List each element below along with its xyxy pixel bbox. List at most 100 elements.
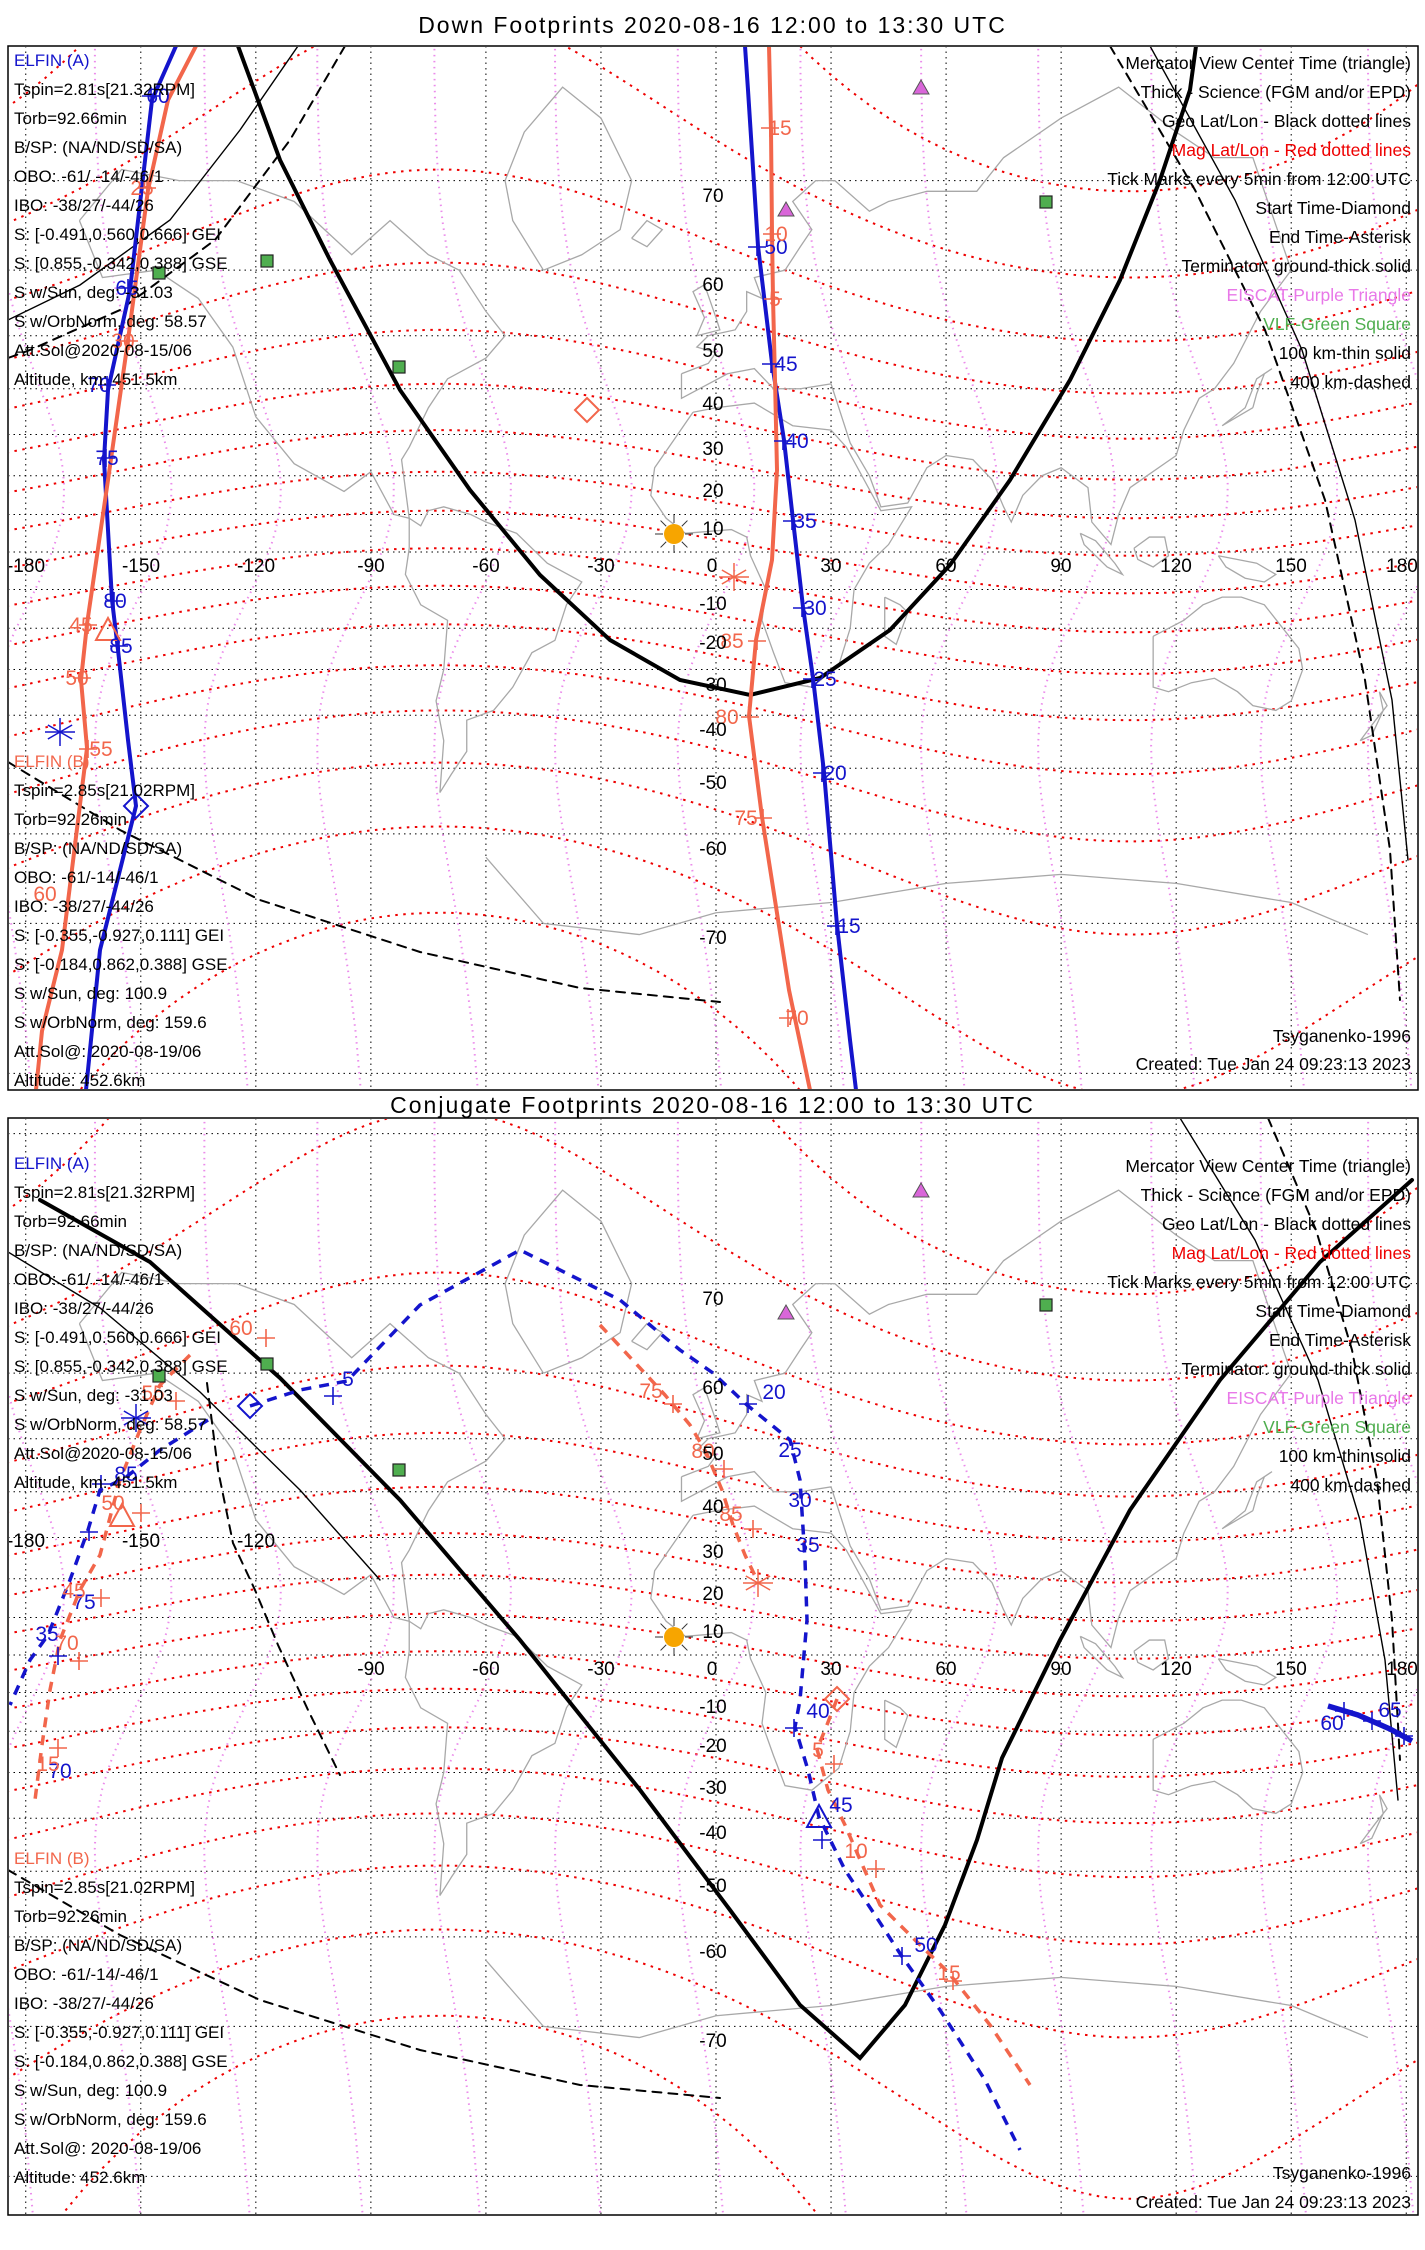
time-tick	[748, 632, 766, 650]
time-tick	[741, 708, 759, 726]
track-minute-label: 75	[639, 1380, 662, 1403]
mag-parallel	[9, 1119, 1417, 1382]
track-minute-label: 5	[812, 1739, 824, 1762]
lon-axis-label: -30	[587, 1659, 614, 1680]
lat-axis-label: 50	[702, 341, 723, 362]
mag-parallel	[9, 382, 1417, 481]
track-minute-label: 70	[55, 1632, 78, 1655]
vlf-square-icon	[260, 1357, 274, 1371]
spacecraft-a-params-line: ELFIN (A)	[14, 1154, 90, 1173]
lat-axis-label: -30	[699, 1778, 726, 1799]
lat-axis-label: 30	[702, 439, 723, 460]
time-tick	[1335, 1702, 1353, 1720]
spacecraft-b-params-line: S w/Sun, deg: 100.9	[14, 984, 168, 1003]
lon-axis-label: 0	[707, 556, 718, 577]
track-minute-label: 80	[103, 590, 126, 613]
lon-axis-label: 30	[820, 1659, 841, 1680]
coastline	[1221, 368, 1273, 427]
legend-line: Tick Marks every 5min from 12:00 UTC	[1107, 169, 1411, 189]
elfin-b-conjugate-north	[598, 1323, 760, 1583]
vlf-square-icon	[392, 360, 406, 374]
track-minute-label: 50	[914, 1934, 937, 1957]
time-tick	[92, 1589, 110, 1607]
panel-title-down: Down Footprints 2020-08-16 12:00 to 13:3…	[418, 12, 1007, 38]
track-minute-label: 40	[806, 1700, 829, 1723]
track-minute-label: 65	[1378, 1699, 1401, 1722]
track-minute-label: 15	[837, 915, 860, 938]
lon-axis-label: 30	[820, 556, 841, 577]
mag-parallel	[9, 509, 1417, 595]
mag-parallel	[61, 2014, 819, 2214]
center-time-triangle-icon	[94, 615, 122, 641]
coastline	[1152, 1699, 1304, 1815]
mag-parallel	[9, 1485, 1417, 1584]
mag-parallel	[9, 664, 1417, 776]
track-minute-label: 50	[101, 1492, 124, 1515]
track-minute-label: 85	[720, 630, 743, 653]
lon-axis-label: 180	[1386, 1659, 1418, 1680]
mag-parallel	[79, 911, 801, 1089]
elfin-b-footprint-east	[747, 47, 812, 1089]
spacecraft-a-params-line: IBO: -38/27/-44/26	[14, 196, 154, 215]
mag-parallel	[9, 1364, 1417, 1498]
lon-axis-label: -150	[122, 1531, 160, 1552]
vlf-square-icon	[260, 254, 274, 268]
track-minute-label: 50	[764, 236, 787, 259]
terminator-100km	[1179, 1119, 1399, 1801]
terminator-400km	[206, 1382, 341, 1776]
legend-line: Thick - Science (FGM and/or EPD)	[1140, 82, 1411, 102]
terminator-400km	[9, 47, 346, 359]
track-minute-label: 15	[36, 1753, 59, 1776]
elfin-a-conjugate-west	[9, 1418, 209, 1706]
spacecraft-a-params-line: S w/Sun, deg: -31.03	[14, 283, 173, 302]
lon-axis-label: 120	[1160, 556, 1192, 577]
coastline	[1079, 532, 1125, 577]
spacecraft-b-params-line: S w/OrbNorm, deg: 159.6	[14, 2110, 207, 2129]
lon-axis-label: 60	[935, 556, 956, 577]
track-minute-label: 55	[141, 1382, 164, 1405]
spacecraft-b-params-line: B/SP: (NA/ND/SD/SA)	[14, 839, 183, 858]
lat-axis-label: -50	[699, 773, 726, 794]
track-minute-label: 80	[691, 1440, 714, 1463]
time-tick	[49, 1647, 67, 1665]
legend-line: 100 km-thin solid	[1278, 1446, 1411, 1466]
time-tick	[79, 616, 97, 634]
spacecraft-a-params-line: OBO: -61/ -14/-46/1	[14, 1270, 164, 1289]
track-minute-label: 85	[109, 635, 132, 658]
mag-parallel	[9, 328, 1417, 440]
vlf-square-icon	[152, 266, 166, 280]
spacecraft-b-params-line: S: [-0.184,0.862,0.388] GSE	[14, 955, 228, 974]
lat-axis-label: 40	[702, 394, 723, 415]
lat-axis-label: -20	[699, 633, 726, 654]
legend-line: Terminator: ground-thick solid	[1181, 1359, 1411, 1379]
legend-line: Geo Lat/Lon - Black dotted lines	[1161, 111, 1411, 131]
spacecraft-b-params-line: IBO: -38/27/-44/26	[14, 897, 154, 916]
lat-axis-label: -60	[699, 839, 726, 860]
spacecraft-b-params-line: ELFIN (B)	[14, 1849, 90, 1868]
spacecraft-a-params-line: S: [0.855,-0.342,0.388] GSE	[14, 254, 228, 273]
mag-parallel	[9, 1726, 1417, 1825]
legend-line: Start Time-Diamond	[1255, 198, 1411, 218]
mag-parallel	[9, 429, 1417, 520]
legend-line: VLF-Green Square	[1263, 1417, 1411, 1437]
time-tick	[893, 1947, 911, 1965]
vlf-square-icon	[152, 1369, 166, 1383]
track-minute-label: 35	[796, 1534, 819, 1557]
time-tick	[92, 1475, 110, 1493]
spacecraft-b-params-line: IBO: -38/27/-44/26	[14, 1994, 154, 2013]
end-time-asterisk-icon	[121, 1404, 151, 1432]
track-minute-label: 30	[111, 330, 134, 353]
lat-axis-label: 20	[702, 481, 723, 502]
spacecraft-b-params-line: Torb=92.26min	[14, 810, 127, 829]
coastline	[404, 1609, 583, 1896]
coastline	[1133, 1639, 1170, 1671]
mag-parallel	[9, 1612, 1417, 1698]
mag-parallel	[9, 1650, 1417, 1737]
elfin-a-footprint-east	[743, 47, 858, 1089]
time-tick	[774, 432, 792, 450]
spacecraft-a-params-line: B/SP: (NA/ND/SD/SA)	[14, 138, 183, 157]
terminator-100km	[9, 47, 299, 321]
time-tick	[132, 1504, 150, 1522]
model-credit: Tsyganenko-1996	[1272, 2163, 1411, 2183]
